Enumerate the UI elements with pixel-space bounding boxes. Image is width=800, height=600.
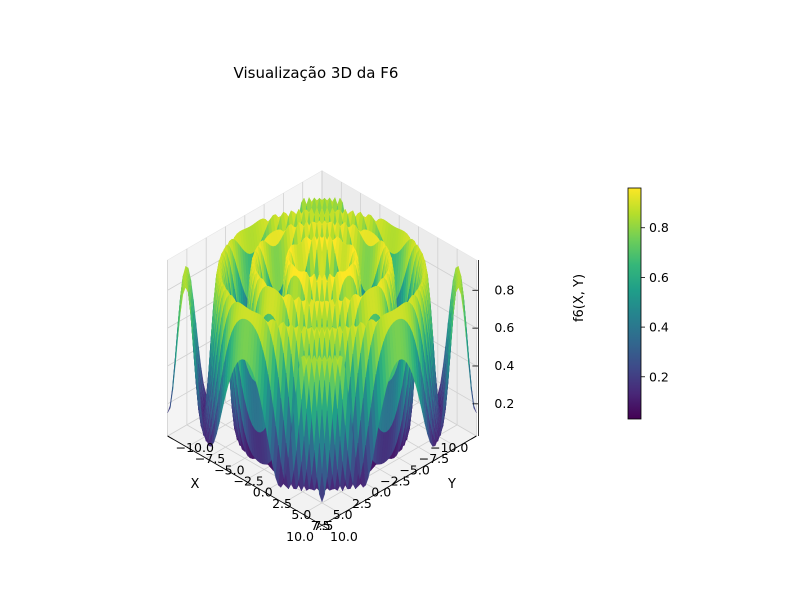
y-tick-mark xyxy=(186,446,193,451)
x-axis-ticks: 10.07.55.02.50.0−2.5−5.0−7.5−10.0 xyxy=(286,435,477,544)
x-tick-mark xyxy=(374,491,381,496)
x-tick-mark xyxy=(432,457,439,462)
colorbar-tick-label: 0.6 xyxy=(649,270,669,285)
y-tick-mark xyxy=(321,524,328,529)
chart-title: Visualização 3D da F6 xyxy=(234,64,399,82)
x-tick-label: 2.5 xyxy=(352,496,372,511)
z-axis-ticks: 0.2 0.4 0.6 0.8 xyxy=(472,282,514,411)
y-tick-mark xyxy=(225,469,231,473)
y-tick-mark xyxy=(263,491,270,496)
colorbar-tick-label: 0.4 xyxy=(649,320,669,335)
x-tick-mark xyxy=(451,446,458,451)
x-tick-label: −2.5 xyxy=(380,473,410,488)
y-tick-mark xyxy=(167,435,173,440)
y-tick-label: −7.5 xyxy=(195,451,225,466)
surface-patch xyxy=(319,473,325,503)
colorbar-gradient xyxy=(627,187,642,420)
z-axis-label: f6(X, Y) xyxy=(572,274,587,322)
x-tick-label: −7.5 xyxy=(419,451,449,466)
y-tick-mark xyxy=(302,513,308,518)
y-tick-label: 10.0 xyxy=(330,529,358,544)
z-tick-label: 0.8 xyxy=(494,282,514,297)
x-tick-label: 10.0 xyxy=(286,529,314,544)
colorbar: 0.2 0.4 0.6 0.8 xyxy=(627,187,669,420)
y-tick-label: 5.0 xyxy=(291,507,311,522)
x-tick-label: 0.0 xyxy=(371,485,391,500)
y-tick-label: 2.5 xyxy=(272,496,292,511)
z-tick-label: 0.6 xyxy=(494,320,514,335)
y-tick-mark xyxy=(244,480,251,484)
y-tick-label: −10.0 xyxy=(176,440,214,455)
y-tick-label: 0.0 xyxy=(253,485,273,500)
surface-plot xyxy=(167,197,477,503)
z-tick-label: 0.4 xyxy=(494,358,514,373)
x-tick-mark xyxy=(336,513,342,518)
colorbar-tick-label: 0.8 xyxy=(649,220,669,235)
colorbar-ticks: 0.2 0.4 0.6 0.8 xyxy=(641,220,669,384)
x-tick-mark xyxy=(393,480,400,484)
y-tick-label: −5.0 xyxy=(214,462,244,477)
x-axis-label: X xyxy=(191,477,200,492)
y-tick-label: −2.5 xyxy=(234,473,264,488)
y-tick-label: 7.5 xyxy=(311,518,331,533)
y-axis-label: Y xyxy=(447,477,456,492)
x-tick-mark xyxy=(471,435,477,440)
x-tick-mark xyxy=(355,502,361,507)
x-tick-label: 5.0 xyxy=(333,507,353,522)
colorbar-tick-label: 0.2 xyxy=(649,369,669,384)
x-tick-mark xyxy=(316,524,323,529)
y-tick-mark xyxy=(205,457,212,462)
y-axis-ticks: −10.0−7.5−5.0−2.50.02.55.07.510.0 xyxy=(167,435,358,544)
y-tick-mark xyxy=(283,502,289,507)
x-tick-label: −10.0 xyxy=(430,440,468,455)
z-tick-label: 0.2 xyxy=(494,396,514,411)
x-tick-label: −5.0 xyxy=(399,462,429,477)
x-tick-mark xyxy=(413,469,419,473)
